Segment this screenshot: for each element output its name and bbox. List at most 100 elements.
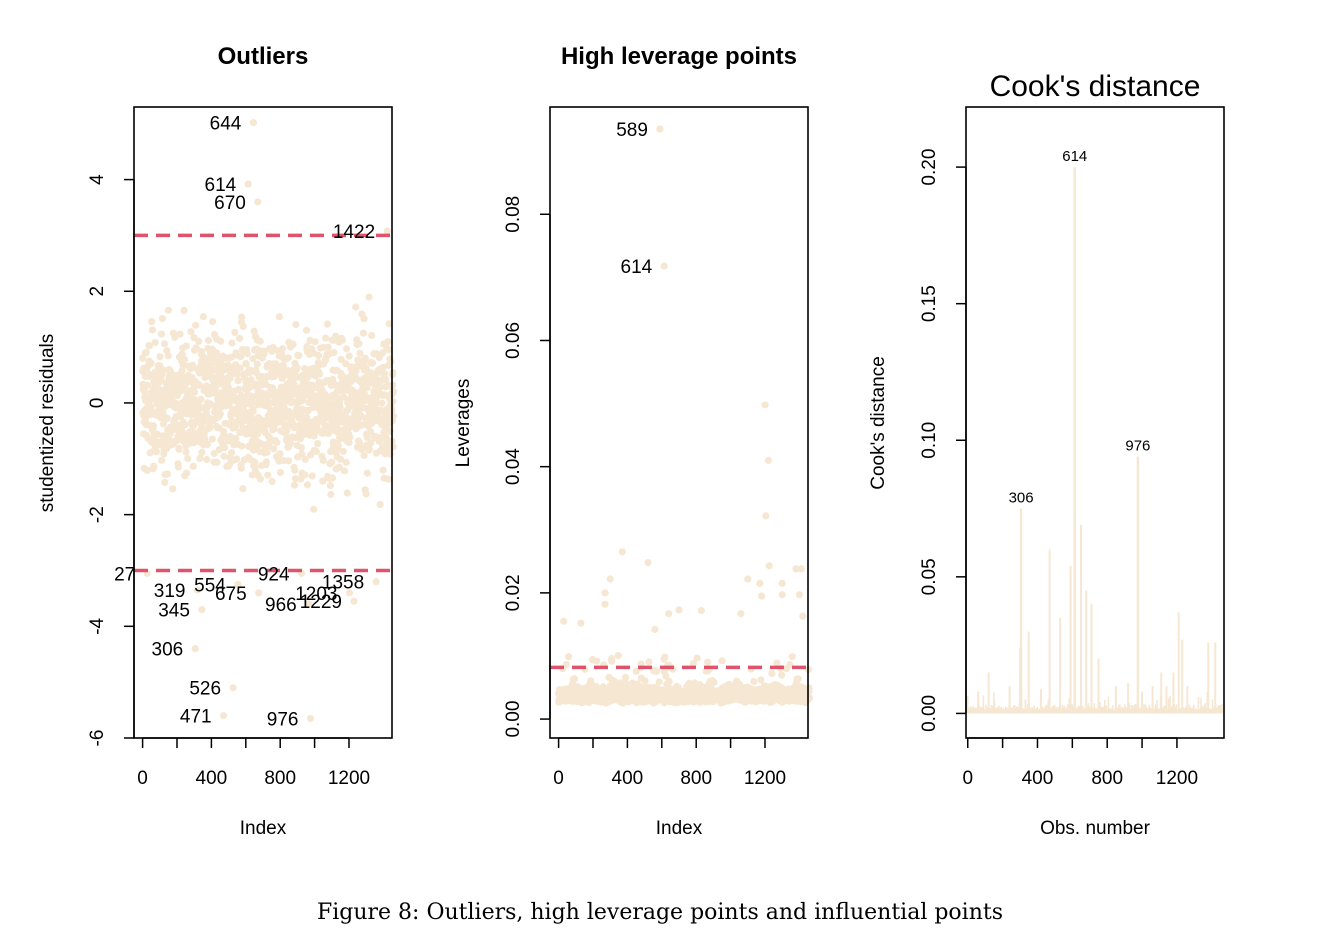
data-point <box>226 374 234 382</box>
data-point <box>227 449 236 457</box>
y-tick-label: 0.06 <box>503 322 524 359</box>
data-point <box>331 381 339 389</box>
cooks-label: 976 <box>1125 438 1150 455</box>
data-point <box>203 440 211 448</box>
data-point <box>171 333 179 341</box>
data-point <box>324 343 332 351</box>
data-point <box>360 451 368 459</box>
points-layer <box>139 119 398 723</box>
data-point <box>336 455 344 463</box>
outlier-point <box>191 645 199 653</box>
data-point <box>379 363 387 371</box>
data-point <box>291 475 300 483</box>
data-point <box>160 366 168 374</box>
data-point <box>182 380 190 388</box>
data-point <box>368 331 376 339</box>
data-point <box>192 344 200 352</box>
outlier-point <box>234 580 242 589</box>
data-point <box>788 653 796 661</box>
data-point <box>263 448 271 456</box>
high-leverage-point <box>656 125 664 133</box>
high-leverage-point <box>799 612 807 620</box>
data-point <box>185 388 193 396</box>
data-point <box>292 320 300 329</box>
data-point <box>346 433 354 441</box>
data-point <box>704 658 712 666</box>
points-layer <box>555 125 814 707</box>
data-point <box>178 367 186 375</box>
x-axis-label: Index <box>240 818 287 839</box>
data-point <box>332 332 340 340</box>
data-point <box>340 393 348 401</box>
data-point <box>203 409 211 417</box>
data-point <box>251 458 259 466</box>
data-point <box>301 455 309 463</box>
high-leverage-point <box>797 565 805 573</box>
panel-outliers: Outliers studentized residuals Index 644… <box>37 43 398 839</box>
data-point <box>174 463 182 471</box>
data-point <box>621 673 630 681</box>
data-point <box>387 358 395 366</box>
data-point <box>243 350 251 358</box>
data-point <box>227 353 235 361</box>
point-labels: 589 614 <box>616 120 652 278</box>
data-point <box>233 370 241 379</box>
data-point <box>139 354 147 362</box>
data-point <box>245 384 253 392</box>
data-point <box>345 352 353 360</box>
data-point <box>313 424 321 432</box>
high-leverage-point <box>651 625 659 634</box>
data-point <box>247 376 255 384</box>
data-point <box>158 315 166 323</box>
data-point <box>204 336 213 344</box>
x-axis-label: Obs. number <box>1040 818 1150 839</box>
data-point <box>297 444 305 452</box>
high-leverage-point <box>660 262 668 270</box>
data-point <box>768 669 776 678</box>
data-point <box>182 448 190 456</box>
data-point <box>152 448 161 456</box>
plot-frame <box>965 106 1225 739</box>
data-point <box>319 477 327 485</box>
data-point <box>334 442 342 450</box>
outlier-label: 27 <box>114 564 135 585</box>
high-leverage-point <box>765 562 773 570</box>
data-point <box>352 303 360 311</box>
data-point <box>163 470 172 478</box>
data-point <box>359 329 367 337</box>
data-point <box>794 675 802 683</box>
data-point <box>148 318 156 326</box>
outlier-label: 1229 <box>300 592 342 613</box>
data-point <box>246 366 254 374</box>
data-point <box>363 469 371 477</box>
data-point <box>262 458 270 466</box>
outlier-point <box>244 180 252 188</box>
data-point <box>182 342 190 350</box>
high-leverage-point <box>795 591 804 599</box>
figure-caption: Figure 8: Outliers, high leverage points… <box>316 900 1004 925</box>
high-leverage-point <box>618 548 626 556</box>
data-point <box>157 330 166 338</box>
data-point <box>389 443 397 451</box>
y-tick-label: 0.04 <box>503 448 524 485</box>
data-point <box>290 481 299 489</box>
data-point <box>147 403 155 411</box>
data-point <box>181 355 189 364</box>
data-point <box>308 381 316 389</box>
data-point <box>239 322 247 330</box>
data-point <box>340 467 349 475</box>
outlier-label: 471 <box>180 707 212 728</box>
data-point <box>163 414 171 422</box>
data-point <box>242 360 250 368</box>
data-point <box>382 375 390 383</box>
data-point <box>216 410 224 418</box>
data-point <box>213 458 221 466</box>
data-point <box>303 481 312 489</box>
data-point <box>322 334 330 342</box>
outlier-point <box>305 600 313 608</box>
data-point <box>367 439 375 447</box>
data-point <box>312 447 320 455</box>
cooks-label: 306 <box>1009 490 1034 507</box>
x-tick-label: 800 <box>1091 768 1123 789</box>
